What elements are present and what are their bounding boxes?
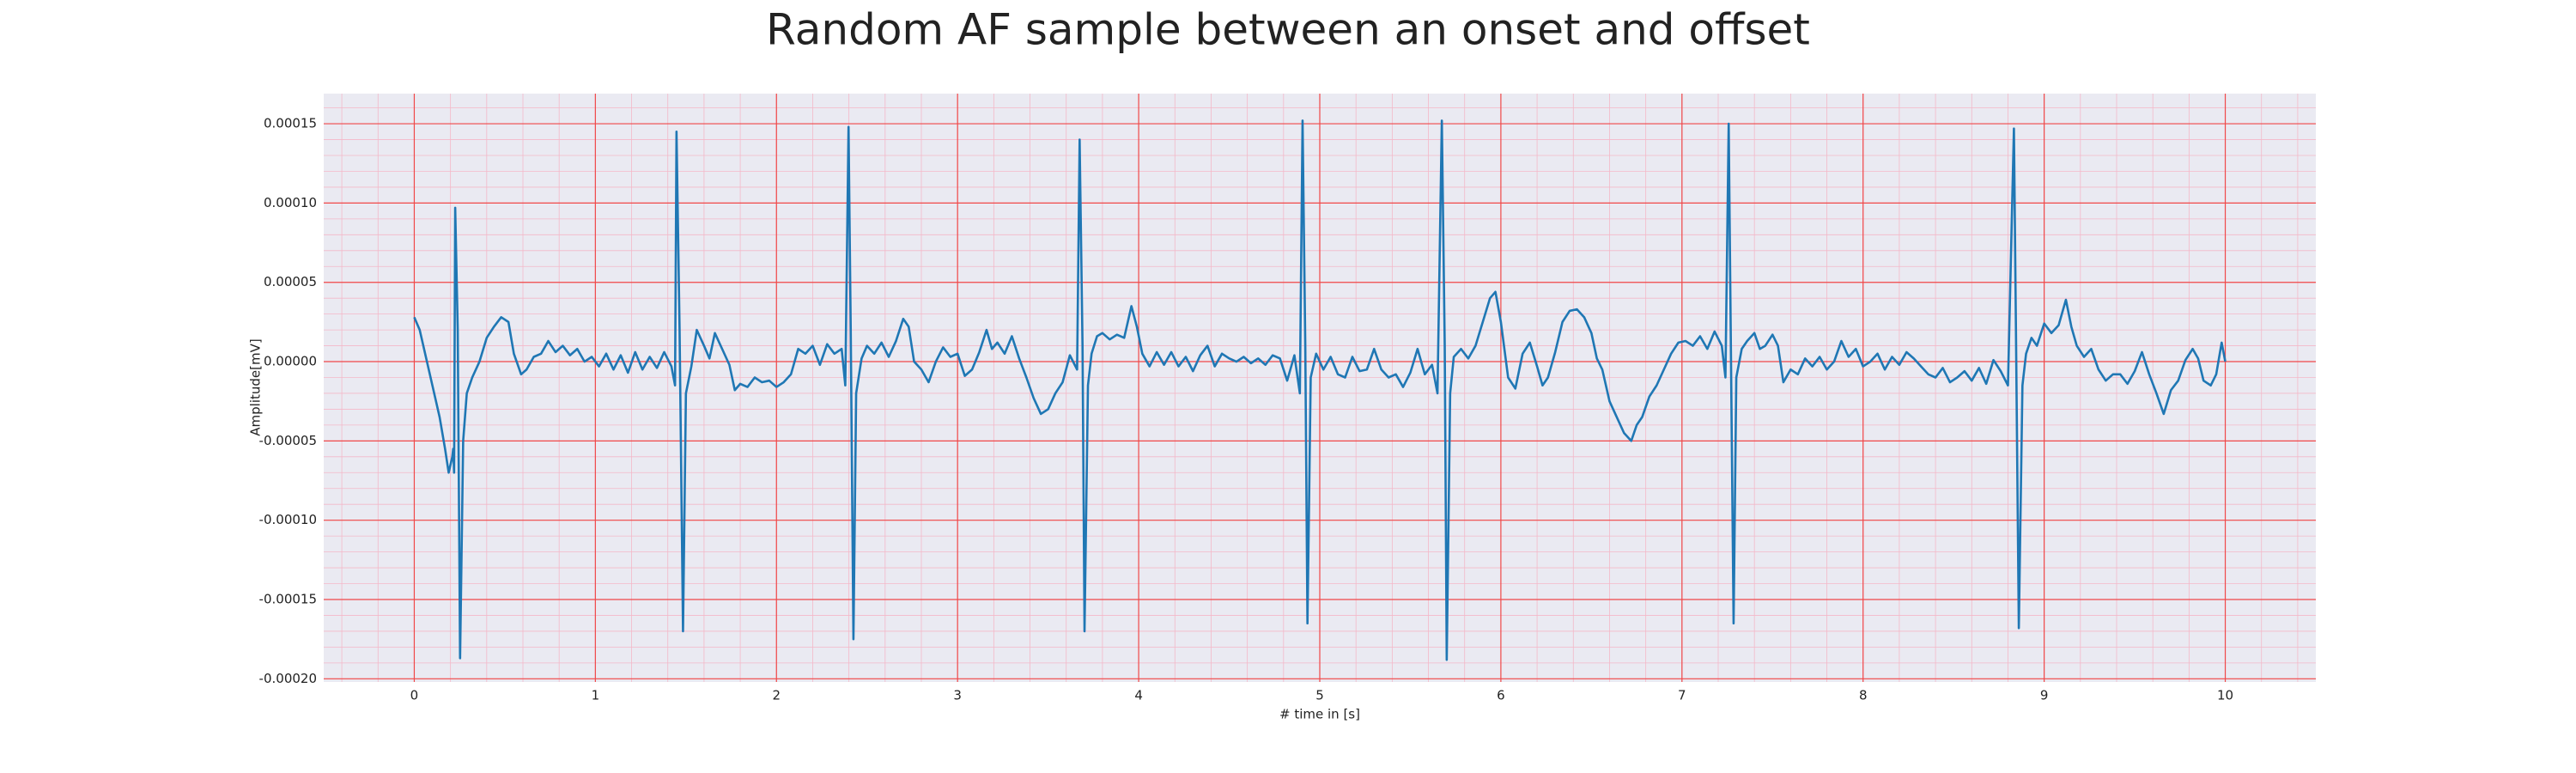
grid xyxy=(324,94,2316,682)
y-tick-label: -0.00020 xyxy=(259,671,317,686)
x-tick-label: 0 xyxy=(410,688,419,703)
y-axis-label: Amplitude[mV] xyxy=(248,338,264,435)
y-tick-label: -0.00015 xyxy=(259,591,317,606)
y-tick-label: -0.00005 xyxy=(259,433,317,448)
x-tick-label: 7 xyxy=(1678,688,1686,703)
x-tick-label: 8 xyxy=(1859,688,1868,703)
x-tick-label: 1 xyxy=(592,688,600,703)
x-tick-label: 10 xyxy=(2217,688,2233,703)
x-tick-label: 2 xyxy=(772,688,781,703)
y-tick-label: 0.00005 xyxy=(264,274,317,289)
y-tick-label: 0.00010 xyxy=(264,195,317,210)
ecg-line xyxy=(413,119,2227,661)
x-tick-label: 3 xyxy=(953,688,962,703)
x-tick-label: 9 xyxy=(2040,688,2049,703)
y-tick-label: 0.00015 xyxy=(264,116,317,131)
x-tick-label: 6 xyxy=(1497,688,1505,703)
y-tick-label: -0.00010 xyxy=(259,512,317,527)
x-tick-label: 4 xyxy=(1134,688,1143,703)
chart-title: Random AF sample between an onset and of… xyxy=(766,5,1810,55)
x-tick-label: 5 xyxy=(1315,688,1324,703)
x-axis-label: # time in [s] xyxy=(1279,707,1360,722)
y-tick-label: 0.00000 xyxy=(264,354,317,369)
